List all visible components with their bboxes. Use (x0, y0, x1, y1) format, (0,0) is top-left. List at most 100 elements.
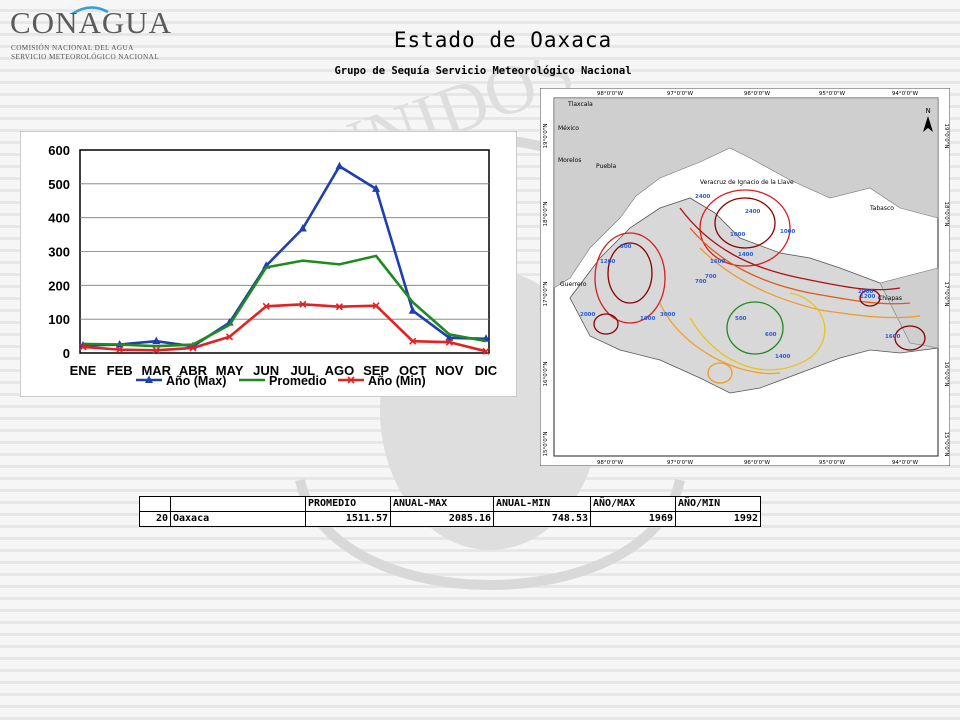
y-tick-label: 400 (48, 211, 70, 226)
legend-label: Promedio (269, 374, 327, 388)
data-point (409, 337, 417, 345)
table-cell-state: Oaxaca (170, 511, 306, 527)
table-cell-id: 20 (139, 511, 171, 527)
oaxaca-precipitation-map: 98°0'0"W 97°0'0"W 96°0'0"W 95°0'0"W 94°0'0"W… (540, 88, 950, 466)
y-tick-label: 500 (48, 177, 70, 192)
map-contour-label: 600 (765, 332, 777, 338)
x-tick-label: MAR (141, 363, 171, 378)
x-tick-label: SEP (363, 363, 389, 378)
map-right-tick: 18°0'0"N (943, 202, 949, 227)
map-right-tick: 17°0'0"N (943, 282, 949, 307)
table-header-row: PROMEDIO ANUAL-MAX ANUAL-MIN AÑO/MAX AÑO… (139, 496, 761, 512)
data-point-stroke (445, 338, 453, 346)
map-place-label: Veracruz de Ignacio de la Llave (700, 179, 794, 186)
data-point (299, 300, 307, 308)
legend-label: Año (Min) (368, 374, 426, 388)
x-tick-label: DIC (475, 363, 498, 378)
legend-marker (347, 376, 355, 384)
data-point (152, 336, 161, 345)
map-left-tick: 19°0'0"N (543, 124, 549, 149)
mexico-land (553, 97, 939, 289)
table-cell-anual-min: 748.53 (493, 511, 591, 527)
map-contour-label: 1400 (775, 354, 790, 360)
data-point-stroke (262, 302, 270, 310)
map-contour-label: 1600 (885, 334, 900, 340)
logo-name: CONAGUA (10, 5, 172, 40)
map-contour-label: 2000 (858, 289, 873, 295)
table-cell-ano-min: 1992 (675, 511, 761, 527)
data-point-stroke (116, 346, 124, 354)
map-top-tick: 94°0'0"W (892, 91, 919, 97)
x-tick-label: ABR (179, 363, 208, 378)
map-contour-label: 500 (735, 316, 747, 322)
x-tick-label: OCT (399, 363, 427, 378)
map-place-label: Puebla (596, 163, 616, 170)
map-contour-label: 1400 (738, 252, 753, 258)
table-header-cell: AÑO/MIN (675, 496, 761, 512)
map-bottom-tick: 96°0'0"W (744, 460, 771, 466)
map-contour-label: 800 (620, 244, 632, 250)
map-top-tick: 95°0'0"W (819, 91, 846, 97)
map-left-tick: 17°0'0"N (543, 282, 549, 307)
north-label: N (926, 107, 931, 115)
data-point (298, 223, 307, 232)
x-tick-label: FEB (107, 363, 133, 378)
chiapas-land (879, 267, 939, 349)
table-header-cell: ANUAL-MIN (493, 496, 591, 512)
map-right-tick: 19°0'0"N (943, 124, 949, 149)
map-bottom-tick: 95°0'0"W (819, 460, 846, 466)
table-header-cell (170, 496, 306, 512)
north-arrow-icon: N (923, 107, 933, 132)
y-tick-label: 0 (63, 346, 70, 361)
data-point (152, 346, 160, 354)
map-contour-label: 3000 (660, 312, 675, 318)
map-place-label: Guerrero (560, 281, 587, 288)
x-tick-label: JUN (253, 363, 279, 378)
data-point-stroke (482, 347, 490, 355)
map-place-label: Chiapas (878, 295, 902, 302)
x-tick-label: AGO (325, 363, 355, 378)
map-bottom-tick: 98°0'0"W (597, 460, 624, 466)
table-cell-anual-max: 2085.16 (390, 511, 494, 527)
data-point-stroke (225, 333, 234, 341)
x-tick-label: ENE (70, 363, 97, 378)
data-point-stroke (152, 346, 160, 354)
y-tick-label: 600 (48, 143, 70, 158)
map-contour-label: 1000 (780, 229, 795, 235)
data-point-stroke (409, 337, 417, 345)
map-contour-label: 1200 (600, 259, 615, 265)
map-bottom-tick: 94°0'0"W (892, 460, 919, 466)
series-line (82, 164, 487, 348)
map-contour-label: 700 (695, 279, 707, 285)
series-line (82, 302, 487, 353)
map-top-tick: 97°0'0"W (667, 91, 694, 97)
map-left-tick: 15°0'0"N (543, 432, 549, 457)
data-point (116, 346, 124, 354)
data-point (482, 347, 490, 355)
map-top-tick: 96°0'0"W (744, 91, 771, 97)
data-point-stroke (372, 302, 380, 310)
data-point (445, 333, 454, 341)
logo-swoosh-icon (71, 6, 109, 16)
map-right-tick: 16°0'0"N (943, 362, 949, 387)
table-header-cell: ANUAL-MAX (390, 496, 494, 512)
logo-line2: SERVICIO METEOROLÓGICO NACIONAL (11, 53, 159, 61)
legend-label: Año (Max) (166, 374, 226, 388)
data-point-stroke (79, 343, 87, 351)
map-contour-label: 2400 (695, 194, 710, 200)
data-point (408, 306, 417, 314)
map-place-label: Morelos (558, 157, 581, 164)
table-cell-promedio: 1511.57 (305, 511, 391, 527)
map-contour-label: 1200 (860, 294, 875, 300)
table-header-cell: AÑO/MAX (590, 496, 676, 512)
data-point (372, 302, 380, 310)
map-right-tick: 15°0'0"N (943, 432, 949, 457)
data-point (79, 343, 87, 351)
map-contour-label: 2000 (580, 312, 595, 318)
data-point-stroke (189, 344, 197, 352)
data-point (335, 303, 344, 311)
map-left-tick: 16°0'0"N (543, 362, 549, 387)
x-tick-label: MAY (216, 363, 244, 378)
table-cell-ano-max: 1969 (590, 511, 676, 527)
conagua-logo: CONAGUA COMISIÓN NACIONAL DEL AGUA SERVI… (10, 5, 172, 62)
